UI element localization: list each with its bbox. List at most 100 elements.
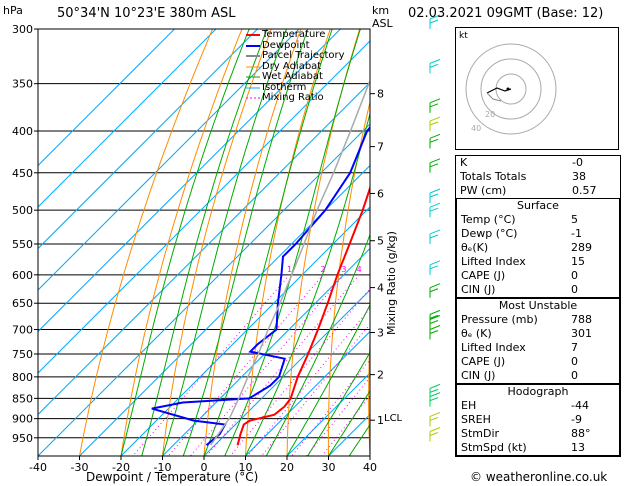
lcl-label: LCL (384, 413, 403, 424)
row-value: 0 (571, 369, 578, 382)
hodograph-title: Hodograph (507, 385, 569, 398)
wet-adiabat (224, 29, 361, 456)
x-tick-label: 40 (363, 461, 377, 474)
x-tick-label: 30 (322, 461, 336, 474)
wind-barb (429, 116, 441, 132)
table-row: θₑ (K) 301 (457, 327, 619, 341)
table-row: StmDir 88° (457, 427, 619, 441)
x-tick-label: 20 (280, 461, 294, 474)
isotherm (38, 123, 370, 456)
most-unstable-section: Most Unstable Pressure (mb) 788 θₑ (K) 301 L… (456, 298, 620, 384)
table-row: Lifted Index 7 (457, 341, 619, 355)
x-tick-label: 10 (239, 461, 253, 474)
pressure-tick-label: 500 (12, 204, 33, 217)
asl-label: ASL (372, 17, 393, 30)
row-value: 88° (571, 427, 591, 440)
isotherm (38, 29, 300, 291)
wet-adiabat (182, 29, 309, 456)
pressure-tick-label: 600 (12, 269, 33, 282)
location-title: 50°34'N 10°23'E 380m ASL (57, 6, 236, 21)
km-tick-label: 2 (377, 369, 384, 382)
km-tick-label: 7 (377, 141, 384, 154)
legend-label: Mixing Ratio (262, 92, 324, 103)
legend-entry: Dry Adiabat (246, 61, 345, 73)
legend-entry: Mixing Ratio (246, 92, 345, 104)
row-label: Dewp (°C) (461, 227, 518, 240)
mixing-ratio-label: 1 (287, 265, 292, 274)
row-label: CIN (J) (461, 283, 496, 296)
row-value: 15 (571, 255, 585, 268)
table-row: EH -44 (457, 399, 619, 413)
wind-barb (429, 188, 441, 204)
datetime-title: 02.03.2021 09GMT (Base: 12) (408, 6, 604, 21)
mixing-ratio-label: 4 (357, 265, 362, 274)
km-tick-label: 3 (377, 327, 384, 340)
row-value: 289 (571, 241, 592, 254)
km-tick-label: 1 (377, 414, 384, 427)
legend-label: Isotherm (262, 81, 307, 93)
isotherm (286, 372, 370, 456)
legend: Temperature Dewpoint Parcel Trajectory Dry … (246, 29, 345, 104)
wet-adiabat (162, 29, 287, 456)
table-row: Lifted Index 15 (457, 255, 619, 269)
wind-barb (429, 229, 441, 244)
hodograph-ring (480, 58, 542, 120)
legend-entry: Isotherm (246, 81, 345, 94)
row-label: θₑ (K) (461, 327, 492, 340)
surface-title: Surface (517, 199, 559, 212)
dry-adiabat (368, 329, 370, 456)
row-label: SREH (461, 413, 491, 426)
row-value: 0 (571, 269, 578, 282)
dry-adiabat (79, 29, 213, 456)
pressure-tick-label: 400 (12, 125, 33, 138)
row-label: StmSpd (kt) (461, 441, 527, 454)
mixing-ratio-line (229, 287, 370, 456)
isotherm (38, 81, 370, 416)
mixing-ratio-line (247, 307, 370, 456)
hodograph-trace-upper (486, 92, 502, 102)
x-tick-label: -30 (71, 461, 89, 474)
dry-adiabat (120, 29, 243, 456)
series-temperature (236, 185, 370, 446)
mixing-ratio-line (206, 274, 360, 456)
row-label: θₑ(K) (461, 241, 489, 254)
x-tick-label: -20 (112, 461, 130, 474)
table-row: Temp (°C) 5 (457, 213, 619, 227)
mixing-ratio-label: 3 (341, 265, 346, 274)
isotherm (38, 29, 175, 167)
mixing-ratio-line (261, 323, 370, 456)
row-label: Totals Totals (460, 170, 527, 183)
row-value: 788 (571, 313, 592, 326)
wind-barb (429, 283, 441, 298)
legend-swatch (246, 55, 260, 58)
legend-label: Wet Adiabat (262, 71, 323, 82)
row-label: CIN (J) (461, 369, 496, 382)
legend-label: Temperature (262, 29, 326, 40)
row-value: -1 (571, 227, 582, 240)
wind-barb (429, 325, 441, 340)
row-value: 13 (571, 441, 585, 454)
legend-entry: Dewpoint (246, 40, 345, 52)
km-tick-label: 5 (377, 235, 384, 248)
x-tick-label: -40 (29, 461, 47, 474)
legend-label: Parcel Trajectory (262, 50, 345, 61)
isotherm (79, 164, 370, 456)
pressure-tick-label: 850 (12, 392, 33, 405)
isotherm (120, 206, 370, 456)
table-row: θₑ(K) 289 (457, 241, 619, 255)
table-row: Pressure (mb) 788 (457, 313, 619, 327)
hpa-label: hPa (3, 4, 23, 17)
row-label: Temp (°C) (461, 213, 516, 226)
row-value: 7 (571, 341, 578, 354)
legend-swatch (246, 66, 260, 68)
isotherm (38, 29, 341, 333)
mixing-ratio-label: 6 (379, 265, 384, 274)
row-value: 301 (571, 327, 592, 340)
wet-adiabat (307, 351, 370, 456)
wet-adiabat (203, 29, 333, 456)
wet-adiabat (265, 233, 370, 456)
table-row: CAPE (J) 0 (457, 269, 619, 283)
row-label: PW (cm) (460, 184, 507, 197)
wind-barb (429, 98, 441, 113)
